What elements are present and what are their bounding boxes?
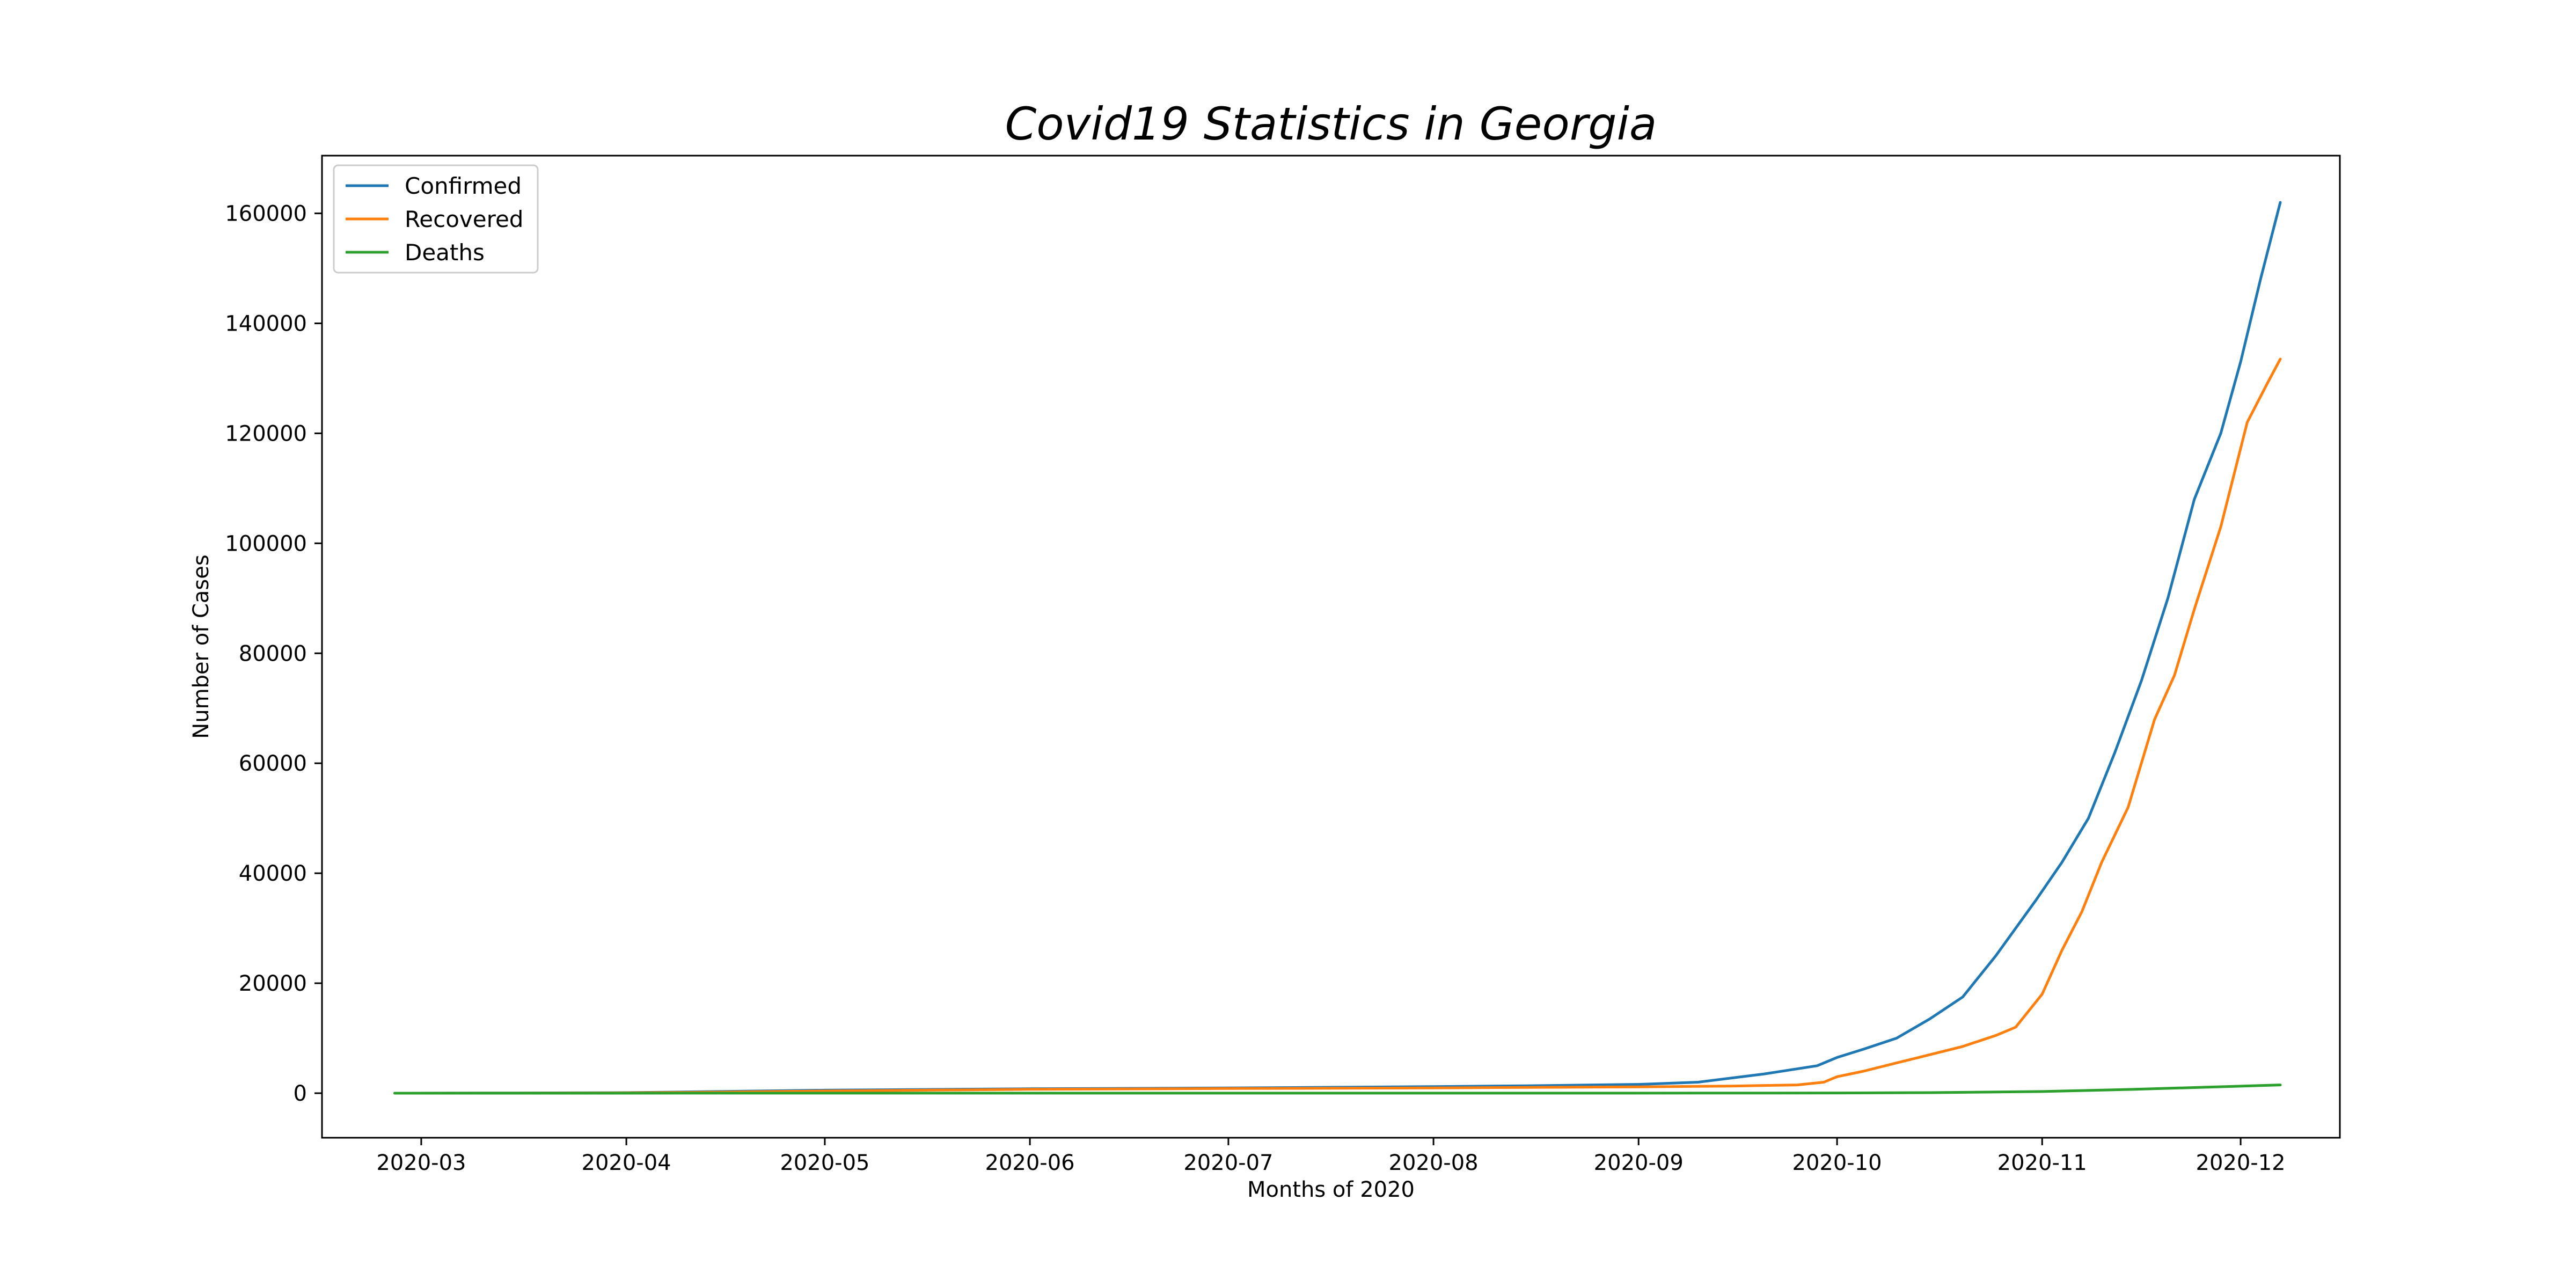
x-tick-label: 2020-07 [1183,1151,1273,1175]
series-line-deaths [393,1084,2282,1095]
legend-label: Confirmed [405,173,522,199]
y-tick-label: 20000 [239,971,307,996]
y-tick-label: 120000 [225,421,307,446]
legend: Confirmed Recovered Deaths [333,164,539,274]
plot-frame [321,155,2341,1139]
x-tick-label: 2020-08 [1389,1151,1479,1175]
series-layer [393,201,2282,1095]
y-tick-label: 0 [294,1081,307,1106]
series-line-recovered [393,357,2282,1095]
x-tick-label: 2020-06 [985,1151,1075,1175]
y-tick-label: 60000 [239,751,307,776]
x-tick-label: 2020-12 [2196,1151,2286,1175]
x-tick-label: 2020-04 [582,1151,671,1175]
x-tick-label: 2020-11 [1997,1151,2087,1175]
legend-label: Deaths [405,239,485,266]
legend-box [333,164,539,274]
x-tick-label: 2020-09 [1594,1151,1684,1175]
y-axis-label: Number of Cases [189,554,214,738]
x-axis: 2020-03 2020-04 2020-05 2020-06 2020-07 2020-… [376,1138,2286,1175]
y-tick-label: 160000 [225,202,307,226]
y-tick-label: 40000 [239,861,307,886]
x-tick-label: 2020-03 [376,1151,466,1175]
x-tick-label: 2020-05 [780,1151,869,1175]
chart-title: Covid19 Statistics in Georgia [1005,98,1657,150]
legend-label: Recovered [405,206,523,232]
y-tick-label: 100000 [225,531,307,556]
y-tick-label: 140000 [225,312,307,336]
y-axis: 0 20000 40000 60000 80000 100000 120000 140000 1… [225,202,322,1106]
y-tick-label: 80000 [239,641,307,666]
x-tick-label: 2020-10 [1792,1151,1882,1175]
x-axis-label: Months of 2020 [1247,1177,1415,1202]
